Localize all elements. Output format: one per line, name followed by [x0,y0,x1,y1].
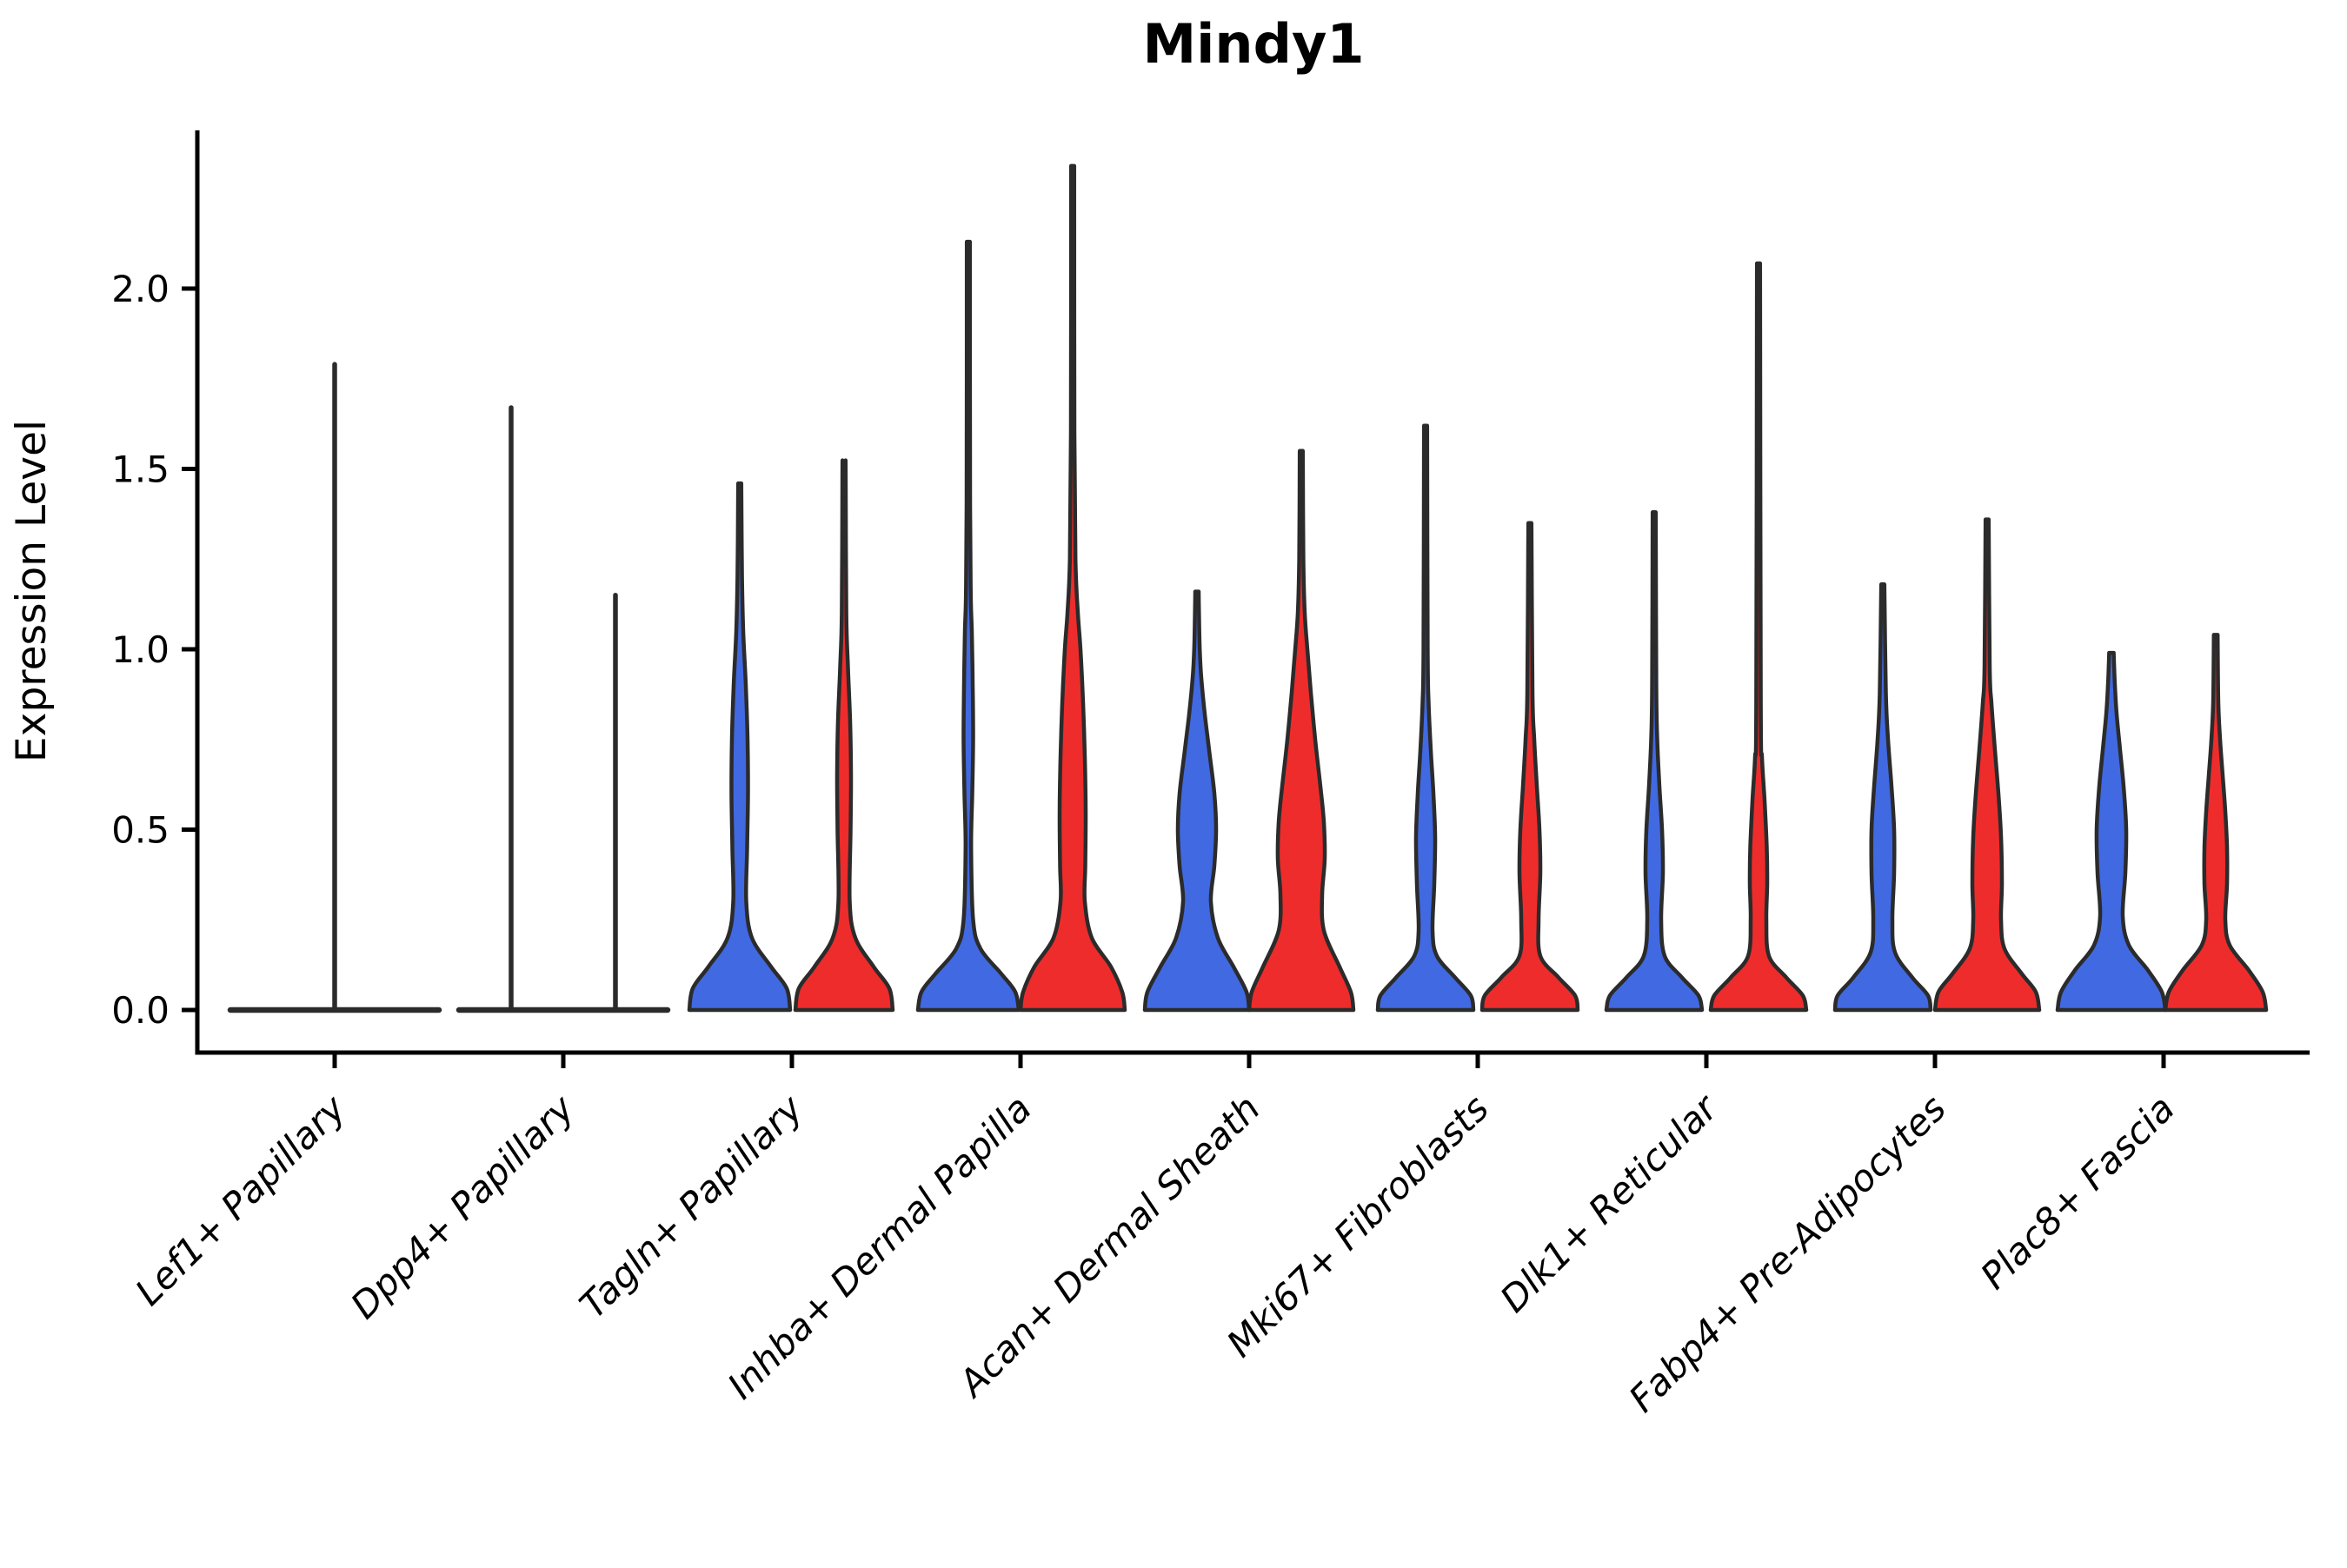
violin-left [2055,650,2168,1013]
violins-layer [227,163,2269,1013]
violin-right [793,458,895,1013]
x-tick-label: Dlk1+ Reticular [1492,1085,1727,1320]
y-tick-label: 1.5 [111,448,170,491]
y-axis-label: Expression Level [8,420,56,762]
violin-left [1832,582,1933,1013]
y-tick-label: 0.5 [111,809,170,852]
violin-right [1708,261,1809,1013]
y-tick-labels: 0.0 0.5 1.0 1.5 2.0 [111,268,170,1032]
violin-left [1375,423,1476,1013]
x-tick-label: Tagln+ Papillary [571,1086,812,1327]
axes [182,130,2310,1068]
violin-left [1142,589,1252,1013]
violin-left [1604,510,1705,1013]
y-tick-label: 1.0 [111,628,170,671]
violin-right [2163,633,2269,1013]
violin-right [1018,163,1127,1013]
chart-title: Mindy1 [1142,12,1364,76]
violin-left [687,481,793,1013]
y-tick-label: 0.0 [111,989,170,1032]
violin-right [1932,517,2042,1013]
x-tick-label: Plac8+ Fascia [1972,1086,2183,1297]
x-tick-label: Dpp4+ Papillary [342,1086,583,1327]
violin-left [915,239,1021,1013]
violin-right [1247,448,1356,1013]
violin-right [1479,521,1580,1013]
x-tick-label: Mki67+ Fibroblasts [1219,1086,1497,1365]
y-tick-label: 2.0 [111,268,170,310]
x-tick-label: Lef1+ Papillary [127,1086,355,1314]
